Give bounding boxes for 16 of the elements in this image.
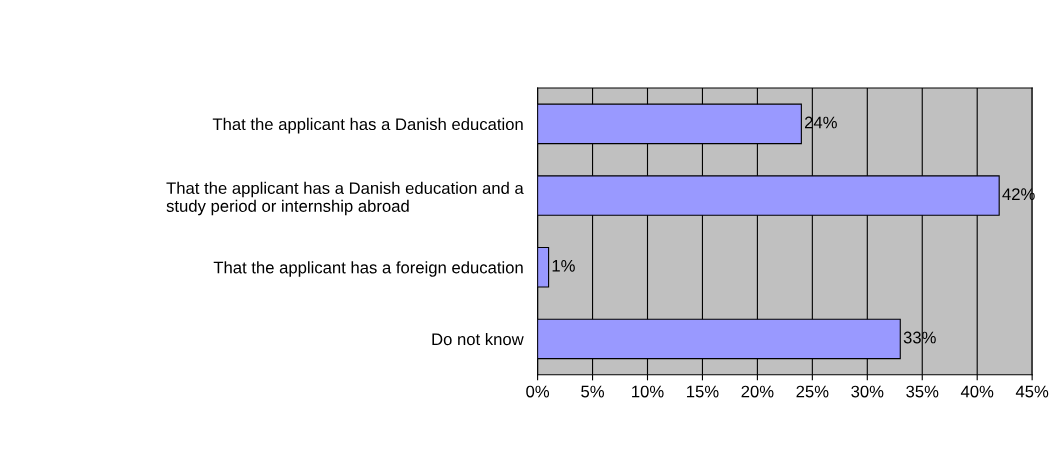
x-tick-label: 0% [526,385,550,398]
bar [537,246,550,288]
x-tick-label: 30% [851,385,884,398]
y-tick-label: That the applicant has a Danish education [212,117,523,134]
x-tick-label: 35% [906,385,939,398]
data-label: 1% [552,260,575,272]
y-tick-label: That the applicant has a foreign education [213,261,523,277]
x-tick-label: 45% [1015,385,1049,398]
x-tick-label: 15% [687,385,719,398]
y-tick-label: That the applicant has a Danish education and a study period or internship abroad [166,181,524,216]
x-tick-label: 40% [960,385,994,398]
y-tick-label: Do not know [432,332,524,346]
x-tick-label: 5% [581,385,604,398]
x-tick-label: 25% [796,385,829,398]
x-tick-label: 10% [632,385,664,398]
x-tick-label: 20% [741,385,774,398]
